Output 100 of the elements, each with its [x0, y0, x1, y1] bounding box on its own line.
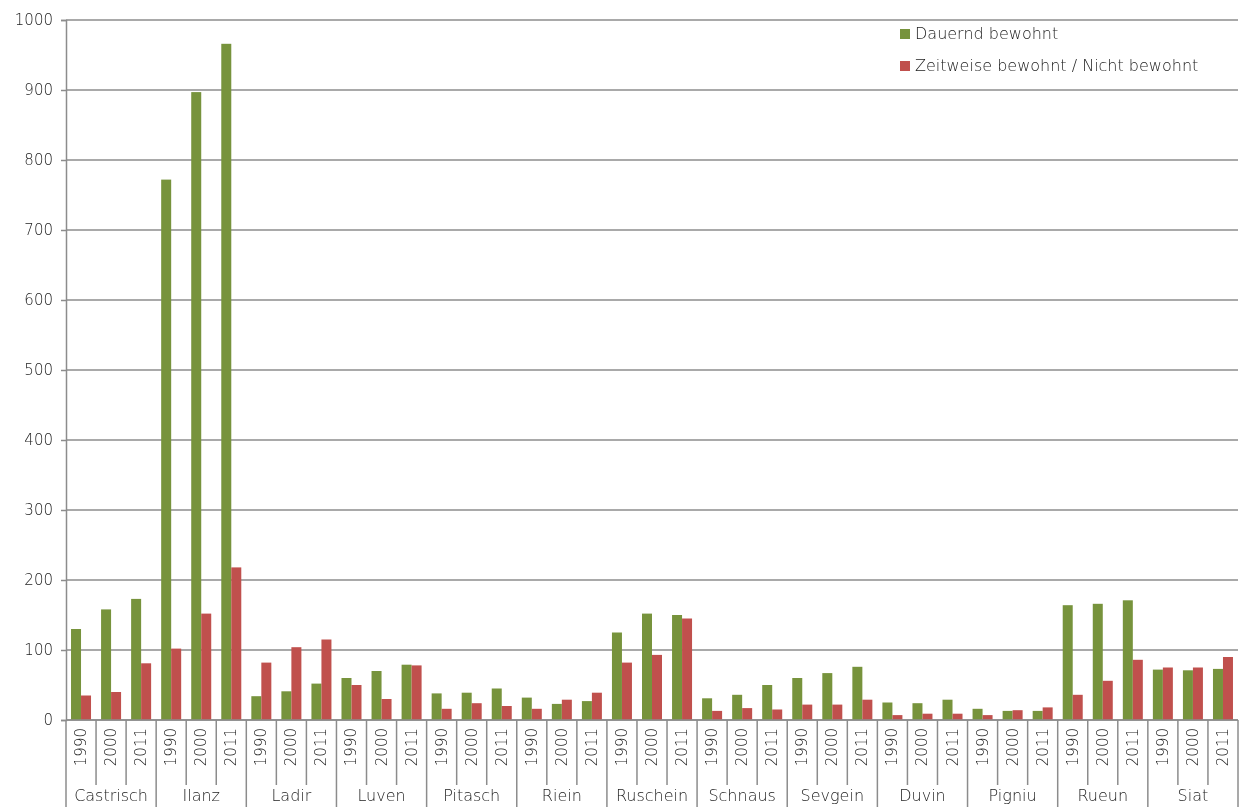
x-tick-label: 2011	[402, 728, 421, 767]
x-tick-label: 2011	[222, 728, 241, 767]
x-tick-label: 1990	[522, 728, 541, 767]
bar	[591, 692, 602, 720]
bar	[521, 697, 532, 720]
text: Sevgein	[800, 786, 865, 805]
x-tick-label: 2011	[763, 728, 782, 767]
x-tick-label: 2000	[1003, 728, 1022, 767]
y-tick-label: 1000	[14, 11, 53, 30]
bar	[291, 647, 302, 720]
y-tick-label: 300	[24, 501, 53, 520]
bar	[321, 639, 332, 720]
x-tick-label: 1990	[973, 728, 992, 767]
bar	[461, 692, 472, 720]
x-tick-label: 2011	[1123, 728, 1142, 767]
text: Riein	[541, 786, 582, 805]
text: Ladir	[271, 786, 312, 805]
bar	[581, 701, 592, 720]
x-tick-label: 2000	[552, 728, 571, 767]
x-tick-label: 2000	[913, 728, 932, 767]
x-tick-label: 2011	[943, 728, 962, 767]
x-tick-label: 2011	[582, 728, 601, 767]
bar	[431, 693, 442, 720]
text: Pigniu	[988, 786, 1037, 805]
bar	[852, 666, 863, 720]
bar	[1122, 600, 1133, 720]
x-tick-label: 2011	[853, 728, 872, 767]
x-tick-label: 2000	[643, 728, 661, 767]
bar	[411, 665, 422, 720]
x-tick-label: 1990	[1153, 728, 1172, 767]
bar	[171, 648, 182, 720]
bar	[621, 662, 632, 720]
bar	[251, 696, 262, 720]
bar	[702, 698, 713, 720]
x-tick-label: 1990	[72, 728, 91, 767]
bar	[1012, 710, 1023, 720]
legend-label: Dauernd bewohnt	[915, 24, 1059, 43]
bar	[1162, 667, 1173, 720]
bar	[742, 708, 753, 720]
bar	[101, 609, 112, 720]
y-tick-label: 400	[24, 431, 53, 450]
text: Duvin	[899, 786, 946, 805]
bar	[822, 673, 833, 720]
x-tick-label: 2000	[823, 728, 842, 767]
bar	[792, 678, 803, 720]
x-tick-label: 2011	[492, 728, 511, 767]
x-tick-label: 2000	[733, 728, 752, 767]
bar	[652, 654, 662, 720]
x-tick-label: 1990	[252, 728, 271, 767]
bar	[682, 618, 693, 720]
y-tick-label: 200	[24, 571, 53, 590]
text: Rueun	[1077, 786, 1129, 805]
text: Ilanz	[182, 786, 220, 805]
bar	[191, 92, 202, 720]
text: Ruschein	[615, 786, 689, 805]
bar	[762, 685, 773, 720]
bar	[882, 702, 893, 720]
bar	[1212, 668, 1223, 720]
x-tick-label: 2011	[1033, 728, 1052, 767]
bar	[832, 704, 843, 720]
x-tick-label: 1990	[432, 728, 451, 767]
x-tick-label: 1990	[162, 728, 181, 767]
x-tick-label: 2011	[673, 728, 692, 767]
bar	[802, 704, 813, 720]
text: Schnaus	[708, 786, 776, 805]
y-tick-label: 600	[24, 291, 53, 310]
bar	[1092, 603, 1103, 720]
legend-label: Zeitweise bewohnt / Nicht bewohnt	[915, 56, 1199, 75]
bar	[1072, 694, 1083, 720]
bar	[561, 699, 572, 720]
x-tick-label: 1990	[793, 728, 812, 767]
x-tick-label: 2000	[102, 728, 121, 767]
bar	[551, 703, 562, 720]
text: Siat	[1177, 786, 1209, 805]
bar	[1042, 707, 1053, 720]
bar	[1102, 680, 1113, 720]
bar	[131, 598, 142, 720]
bar	[371, 671, 382, 720]
bar	[1222, 657, 1233, 720]
text: Luven	[357, 786, 406, 805]
x-tick-label: 2000	[1093, 728, 1112, 767]
y-tick-label: 100	[24, 641, 53, 660]
x-tick-label: 1990	[703, 728, 722, 767]
bar	[912, 703, 923, 720]
bar	[1152, 669, 1163, 720]
bar	[81, 695, 92, 720]
bar	[221, 43, 232, 720]
y-tick-label: 800	[24, 151, 53, 170]
bar	[491, 688, 502, 720]
x-tick-label: 1990	[342, 728, 361, 767]
x-tick-label: 1990	[612, 728, 631, 767]
x-tick-label: 2011	[312, 728, 331, 767]
bar	[471, 703, 482, 720]
bar	[1132, 659, 1143, 720]
bar	[341, 678, 352, 720]
x-tick-label: 2011	[132, 728, 151, 767]
bar	[862, 699, 873, 720]
bar	[71, 629, 82, 720]
bar	[732, 694, 743, 720]
y-tick-label: 0	[43, 711, 53, 730]
